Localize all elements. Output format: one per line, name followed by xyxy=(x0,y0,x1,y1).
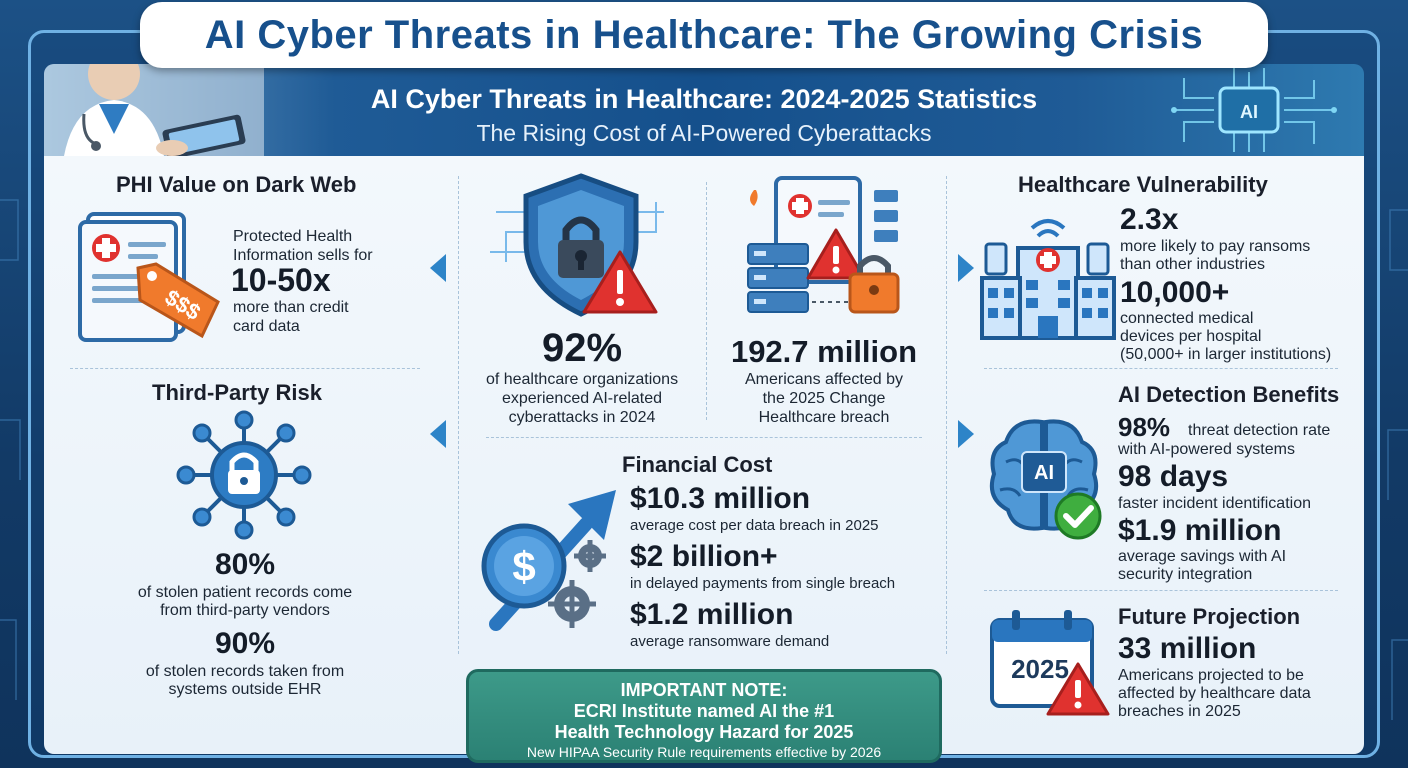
column-divider xyxy=(946,176,947,654)
vulnerability-title: Healthcare Vulnerability xyxy=(1018,172,1268,197)
ai-chip-label: AI xyxy=(1240,102,1258,122)
breach-desc-c: Healthcare breach xyxy=(758,409,890,426)
column-divider xyxy=(706,182,707,420)
phi-line3: more than credit xyxy=(233,299,349,316)
medical-document-tag-icon: $$$ xyxy=(78,212,220,342)
financial-title: Financial Cost xyxy=(622,452,773,477)
vulnerability-stat2: 10,000+ xyxy=(1120,276,1230,309)
financial-stat-3: $1.2 million xyxy=(630,598,794,631)
vulnerability-desc2b: devices per hospital xyxy=(1120,328,1262,345)
main-title-card: AI Cyber Threats in Healthcare: The Grow… xyxy=(140,2,1268,68)
financial-desc-2: in delayed payments from single breach xyxy=(630,575,896,592)
future-desc-a: Americans projected to be xyxy=(1118,667,1304,684)
phi-line2: Information sells for xyxy=(233,247,373,264)
vulnerability-desc2a: connected medical xyxy=(1120,310,1254,327)
dollar-icon: $ xyxy=(512,543,535,590)
row-divider xyxy=(486,437,922,438)
note-line1: ECRI Institute named AI the #1 xyxy=(573,701,835,721)
important-note-box: IMPORTANT NOTE: ECRI Institute named AI … xyxy=(466,669,942,763)
vulnerability-desc2c: (50,000+ in larger institutions) xyxy=(1120,346,1332,363)
note-line2: Health Technology Hazard for 2025 xyxy=(554,722,854,742)
third-party-stat2: 90% xyxy=(214,627,276,660)
server-breach-icon xyxy=(747,176,900,314)
calendar-alert-icon: 2025 xyxy=(990,610,1110,716)
ai-brain-label: AI xyxy=(1034,462,1054,484)
phi-line4: card data xyxy=(233,318,300,335)
ai-chip-icon: AI xyxy=(1171,68,1337,152)
financial-stat-1: $10.3 million xyxy=(630,482,811,515)
future-desc-c: breaches in 2025 xyxy=(1118,703,1241,720)
calendar-year: 2025 xyxy=(1011,654,1069,684)
third-party-stat1: 80% xyxy=(214,548,276,581)
third-party-desc2b: systems outside EHR xyxy=(168,681,322,698)
arrow-right-icon xyxy=(958,420,974,448)
ai-benefits-desc3b: security integration xyxy=(1118,566,1253,583)
ai-benefits-desc1b: with AI-powered systems xyxy=(1118,441,1295,458)
note-heading: IMPORTANT NOTE: xyxy=(620,680,788,700)
network-lock-icon xyxy=(176,410,312,540)
main-title: AI Cyber Threats in Healthcare: The Grow… xyxy=(204,12,1204,57)
third-party-title: Third-Party Risk xyxy=(152,380,322,405)
connected-hospital-icon xyxy=(980,219,1116,340)
header-banner: AI Cyber Threats in Healthcare: 2024-202… xyxy=(44,64,1364,156)
phi-stat: 10-50x xyxy=(231,262,331,298)
future-desc-b: affected by healthcare data xyxy=(1118,685,1311,702)
note-line3: New HIPAA Security Rule requirements eff… xyxy=(526,744,882,760)
vulnerability-desc1b: than other industries xyxy=(1120,256,1265,273)
arrow-left-icon xyxy=(430,420,446,448)
third-party-desc1a: of stolen patient records come xyxy=(137,584,353,601)
ai-benefits-stat2: 98 days xyxy=(1118,460,1229,493)
future-stat: 33 million xyxy=(1118,632,1257,665)
phi-line1: Protected Health xyxy=(233,228,353,245)
ai-benefits-title: AI Detection Benefits xyxy=(1118,382,1340,407)
doctor-tablet-icon xyxy=(44,64,264,156)
orgs-stat: 92% xyxy=(541,326,623,370)
orgs-desc-a: of healthcare organizations xyxy=(485,371,679,388)
row-divider xyxy=(984,590,1338,591)
phi-title: PHI Value on Dark Web xyxy=(116,172,357,197)
ai-brain-check-icon: AI xyxy=(989,419,1102,540)
ai-benefits-desc2: faster incident identification xyxy=(1118,495,1311,512)
vulnerability-desc1a: more likely to pay ransoms xyxy=(1120,238,1311,255)
future-title: Future Projection xyxy=(1118,604,1301,629)
third-party-desc1b: from third-party vendors xyxy=(160,602,330,619)
row-divider xyxy=(984,368,1338,369)
shield-lock-alert-icon xyxy=(490,173,664,317)
breach-desc-b: the 2025 Change xyxy=(762,390,886,407)
breach-desc-a: Americans affected by xyxy=(744,371,903,388)
financial-stat-2: $2 billion+ xyxy=(630,540,778,573)
arrow-right-icon xyxy=(958,254,974,282)
dollar-growth-icon: $ xyxy=(481,490,616,631)
orgs-desc-c: cyberattacks in 2024 xyxy=(508,409,656,426)
financial-desc-3: average ransomware demand xyxy=(630,633,830,650)
banner-tagline: The Rising Cost of AI-Powered Cyberattac… xyxy=(476,120,932,146)
column-divider xyxy=(458,176,459,654)
arrow-left-icon xyxy=(430,254,446,282)
financial-desc-1: average cost per data breach in 2025 xyxy=(630,517,879,534)
breach-stat: 192.7 million xyxy=(730,334,918,369)
ai-benefits-stat3: $1.9 million xyxy=(1118,514,1282,547)
ai-benefits-desc3a: average savings with AI xyxy=(1118,548,1287,565)
orgs-desc-b: experienced AI-related xyxy=(501,390,663,407)
vulnerability-stat1: 2.3x xyxy=(1120,203,1179,236)
banner-subtitle: AI Cyber Threats in Healthcare: 2024-202… xyxy=(370,84,1038,114)
ai-benefits-desc1a: threat detection rate xyxy=(1188,422,1331,439)
third-party-desc2a: of stolen records taken from xyxy=(145,663,345,680)
row-divider xyxy=(70,368,420,369)
ai-benefits-stat1: 98% xyxy=(1118,412,1171,442)
